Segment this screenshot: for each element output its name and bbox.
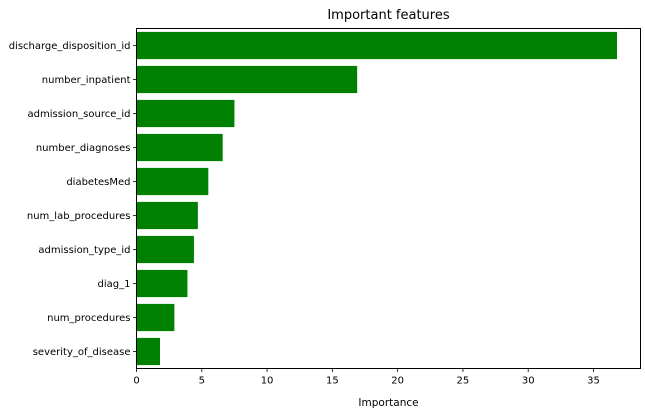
x-tick-label: 0 <box>133 376 139 387</box>
x-axis-ticks: 0 5 10 15 20 25 30 35 <box>133 368 600 387</box>
bar-admission_source_id <box>136 99 235 128</box>
y-tick-label: admission_type_id <box>38 245 130 256</box>
x-tick-label: 5 <box>199 376 205 387</box>
x-tick-label: 30 <box>522 376 535 387</box>
x-tick-label: 25 <box>457 376 470 387</box>
y-tick-label: diag_1 <box>98 279 131 290</box>
bars-group <box>136 31 617 366</box>
x-tick-label: 35 <box>587 376 600 387</box>
x-tick-label: 15 <box>326 376 339 387</box>
y-tick-label: number_inpatient <box>42 75 131 86</box>
bar-num_lab_procedures <box>136 201 198 230</box>
y-tick-label: number_diagnoses <box>36 143 131 154</box>
y-axis-ticks: discharge_disposition_id number_inpatient… <box>9 41 137 358</box>
bar-number_diagnoses <box>136 133 223 162</box>
y-tick-label: severity_of_disease <box>33 347 131 358</box>
y-tick-label: diabetesMed <box>66 177 130 188</box>
y-tick-label: admission_source_id <box>28 109 131 120</box>
bar-number_inpatient <box>136 65 358 94</box>
plot-frame <box>136 28 641 369</box>
bar-diag_1 <box>136 269 188 298</box>
bar-num_procedures <box>136 303 175 332</box>
x-tick-label: 20 <box>391 376 404 387</box>
x-tick-label: 10 <box>261 376 274 387</box>
bar-admission_type_id <box>136 235 194 264</box>
bar-discharge_disposition_id <box>136 31 617 60</box>
y-tick-label: num_lab_procedures <box>27 211 131 222</box>
bar-severity_of_disease <box>136 337 161 366</box>
x-axis-label: Importance <box>358 397 418 409</box>
y-tick-label: num_procedures <box>47 313 130 324</box>
y-tick-label: discharge_disposition_id <box>9 41 131 52</box>
chart-title: Important features <box>327 8 450 23</box>
bar-diabetesMed <box>136 167 209 196</box>
